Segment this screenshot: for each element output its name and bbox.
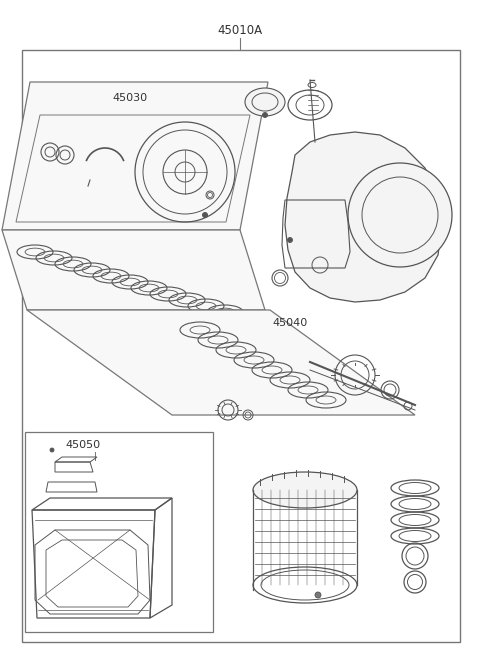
- Text: 45030: 45030: [112, 93, 147, 103]
- Ellipse shape: [245, 88, 285, 116]
- Circle shape: [348, 163, 452, 267]
- Ellipse shape: [253, 472, 357, 508]
- Polygon shape: [2, 230, 265, 310]
- Text: 45050: 45050: [65, 440, 100, 450]
- Circle shape: [288, 238, 292, 242]
- Circle shape: [263, 113, 267, 117]
- Circle shape: [203, 212, 207, 217]
- Polygon shape: [16, 115, 250, 222]
- Text: 45010A: 45010A: [217, 24, 263, 37]
- Polygon shape: [2, 82, 268, 230]
- Text: 45040: 45040: [272, 318, 307, 328]
- Bar: [25, 432, 213, 632]
- Polygon shape: [285, 132, 442, 302]
- Circle shape: [315, 592, 321, 598]
- Circle shape: [50, 448, 54, 452]
- Polygon shape: [27, 310, 415, 415]
